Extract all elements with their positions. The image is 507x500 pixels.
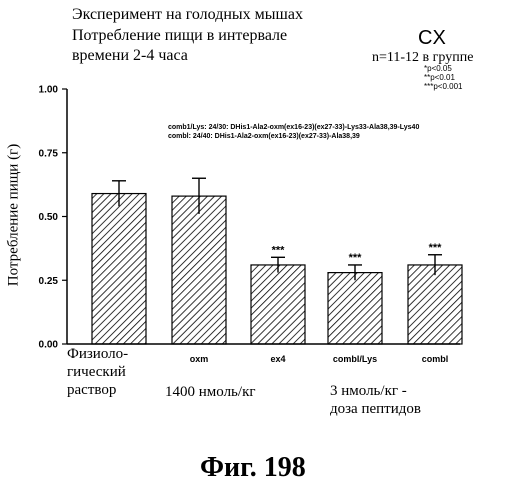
x-tick-label: ex4 (270, 354, 285, 364)
x-tick-label: combl/Lys (333, 354, 377, 364)
figure-caption: Фиг. 198 (200, 452, 306, 484)
bar (172, 196, 226, 344)
significance-marker: *** (272, 244, 286, 256)
bar (328, 273, 382, 344)
y-tick-label: 1.00 (39, 85, 59, 96)
x-note-physio-line-3: раствор (67, 381, 128, 399)
bar (408, 265, 462, 344)
bar (92, 194, 146, 344)
x-group-note-3nmol-line-2: доза пептидов (330, 401, 421, 418)
significance-marker: *** (349, 252, 363, 264)
x-group-note-1400: 1400 нмоль/кг (165, 384, 256, 401)
y-tick-label: 0.00 (39, 340, 59, 351)
significance-marker: *** (429, 242, 443, 254)
y-tick-label: 0.25 (39, 276, 59, 287)
x-note-physiological-solution: Физиоло- гический раствор (67, 345, 128, 399)
y-tick-label: 0.50 (39, 212, 59, 223)
x-tick-label: oxm (190, 354, 209, 364)
x-tick-label: combl (422, 354, 449, 364)
bar (251, 265, 305, 344)
x-note-physio-line-1: Физиоло- (67, 345, 128, 363)
x-group-note-3nmol-line-1: 3 нмоль/кг - (330, 383, 407, 400)
x-note-physio-line-2: гический (67, 363, 128, 381)
y-tick-label: 0.75 (39, 148, 59, 159)
